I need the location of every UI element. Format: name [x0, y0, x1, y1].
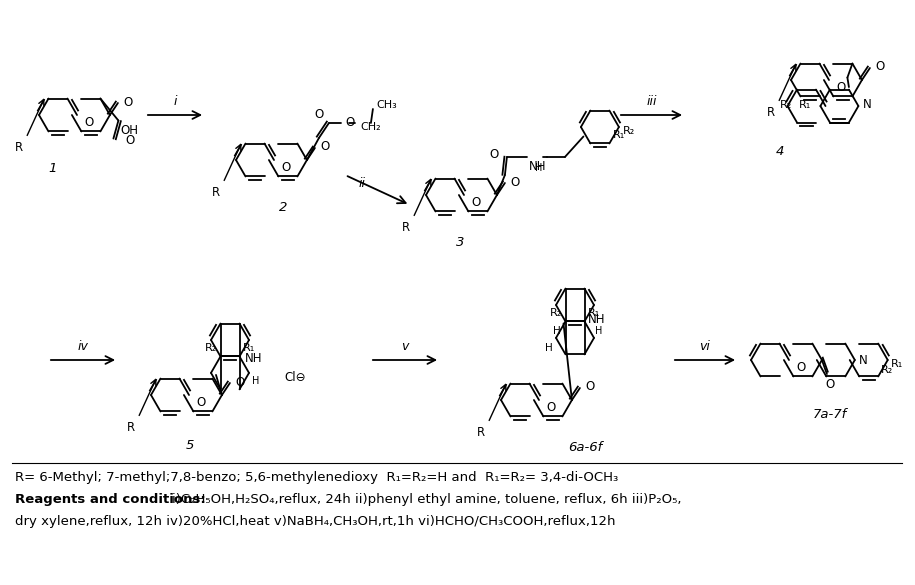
Text: H: H [545, 343, 553, 353]
Text: CH₃: CH₃ [376, 100, 397, 110]
Text: O: O [282, 161, 291, 174]
Text: R: R [127, 421, 135, 434]
Text: R: R [477, 426, 485, 439]
Text: O: O [84, 116, 93, 129]
Text: O: O [546, 401, 555, 414]
Text: v: v [402, 340, 409, 353]
Text: 5: 5 [186, 439, 194, 452]
Text: O: O [345, 116, 354, 129]
Text: NH: NH [529, 160, 546, 173]
Text: Reagents and conditions:: Reagents and conditions: [15, 493, 215, 506]
Text: N: N [863, 98, 871, 111]
Text: O: O [197, 397, 206, 410]
Text: O: O [585, 380, 594, 394]
Text: O: O [825, 378, 834, 391]
Text: R₁: R₁ [890, 359, 903, 369]
Text: R₂: R₂ [780, 99, 792, 109]
Text: R₁: R₁ [799, 99, 811, 109]
Text: N: N [859, 353, 867, 366]
Text: NH: NH [587, 313, 605, 326]
Text: O: O [875, 60, 884, 74]
Text: H: H [535, 163, 543, 173]
Text: O: O [836, 81, 845, 94]
Text: R: R [767, 106, 775, 119]
Text: OH: OH [121, 123, 138, 136]
Text: R₁: R₁ [242, 343, 254, 353]
Text: R₂: R₂ [881, 366, 893, 376]
Text: CH₂: CH₂ [360, 122, 381, 132]
Text: i: i [173, 95, 177, 108]
Text: R₂: R₂ [550, 308, 563, 318]
Text: 3: 3 [456, 236, 464, 249]
Text: R₂: R₂ [623, 126, 635, 136]
Text: R₁: R₁ [587, 308, 599, 318]
Text: 4: 4 [776, 145, 784, 158]
Text: O: O [235, 376, 244, 388]
Text: O: O [314, 108, 324, 122]
Text: H: H [252, 376, 259, 386]
Text: R: R [15, 141, 23, 154]
Text: 6a-6f: 6a-6f [568, 441, 602, 454]
Text: R: R [402, 221, 410, 234]
Text: R₁: R₁ [612, 130, 625, 140]
Text: 1: 1 [48, 162, 57, 175]
Text: R₂: R₂ [205, 343, 218, 353]
Text: 7a-7f: 7a-7f [813, 408, 847, 421]
Text: R: R [212, 186, 221, 199]
Text: O: O [320, 140, 329, 153]
Text: H: H [553, 326, 561, 336]
Text: O: O [510, 176, 519, 188]
Text: i)C₂H₅OH,H₂SO₄,reflux, 24h ii)phenyl ethyl amine, toluene, reflux, 6h iii)P₂O₅,: i)C₂H₅OH,H₂SO₄,reflux, 24h ii)phenyl eth… [172, 493, 682, 506]
Text: O: O [125, 134, 135, 147]
Text: NH: NH [244, 352, 262, 365]
Text: O: O [490, 149, 499, 161]
Text: Cl⊖: Cl⊖ [284, 371, 306, 384]
Text: 2: 2 [279, 201, 287, 214]
Text: dry xylene,reflux, 12h iv)20%HCl,heat v)NaBH₄,CH₃OH,rt,1h vi)HCHO/CH₃COOH,reflux: dry xylene,reflux, 12h iv)20%HCl,heat v)… [15, 515, 616, 528]
Text: H: H [595, 326, 602, 336]
Text: vi: vi [700, 340, 710, 353]
Text: ii: ii [359, 177, 366, 190]
Text: O: O [471, 197, 480, 209]
Text: O: O [123, 95, 132, 108]
Text: R= 6-Methyl; 7-methyl;7,8-benzo; 5,6-methylenedioxy  R₁=R₂=H and  R₁=R₂= 3,4-di-: R= 6-Methyl; 7-methyl;7,8-benzo; 5,6-met… [15, 471, 619, 484]
Text: iii: iii [646, 95, 657, 108]
Text: iv: iv [78, 340, 89, 353]
Text: O: O [796, 362, 806, 374]
